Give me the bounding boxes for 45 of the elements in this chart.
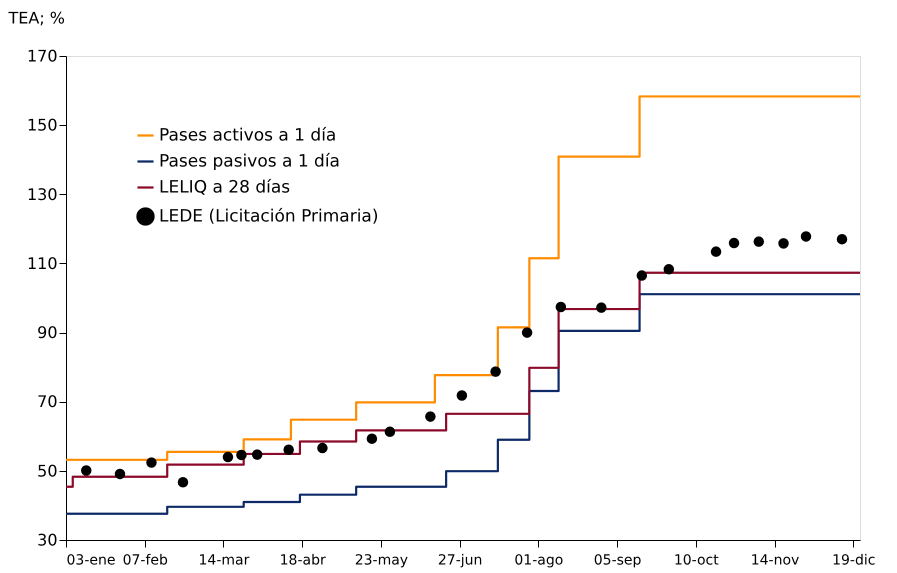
x-tick-label: 05-sep (594, 552, 642, 568)
y-tick-label: 150 (26, 116, 58, 135)
point (222, 452, 234, 462)
y-tick-label: 90 (37, 323, 58, 342)
legend-label: Pases activos a 1 día (159, 126, 336, 146)
point (490, 366, 501, 377)
y-tick-label: 130 (26, 184, 58, 204)
y-axis-title: TEA; % (8, 8, 66, 28)
y-tick-label: 70 (37, 392, 58, 412)
point (710, 246, 722, 257)
point (456, 390, 468, 401)
x-tick-label: 19-dic (832, 552, 876, 568)
x-tick-label: 27-jun (438, 552, 482, 568)
point (522, 327, 532, 338)
point (283, 444, 294, 455)
x-tick-label: 23-may (354, 552, 408, 568)
legend-label: LEDE (Licitación Primaria) (159, 206, 378, 226)
point (317, 442, 328, 454)
x-tick-label: 07-feb (122, 552, 168, 568)
point (384, 426, 396, 438)
y-tick-label: 30 (37, 530, 58, 550)
x-tick-label: 18-abr (280, 552, 326, 568)
legend-label: LELIQ a 28 días (159, 178, 290, 198)
point (556, 302, 566, 312)
legend-label: Pases pasivos a 1 día (159, 152, 340, 172)
point (754, 236, 764, 247)
point (236, 450, 247, 460)
point (728, 238, 740, 248)
point (596, 302, 607, 313)
y-tick-label: 170 (26, 46, 58, 66)
point (425, 411, 436, 422)
point (664, 264, 674, 275)
point (252, 449, 262, 460)
x-tick-label: 10-oct (674, 552, 720, 568)
y-tick-label: 110 (26, 254, 58, 273)
y-tick-label: 50 (37, 461, 58, 480)
point (836, 234, 848, 244)
point (800, 231, 812, 242)
point (636, 270, 648, 281)
point (778, 238, 789, 249)
x-tick-label: 14-mar (198, 552, 250, 568)
point (366, 433, 378, 444)
x-tick-label: 14-nov (750, 552, 800, 568)
x-tick-label: 03-ene (66, 552, 116, 568)
x-tick-label: 01-ago (514, 552, 564, 568)
